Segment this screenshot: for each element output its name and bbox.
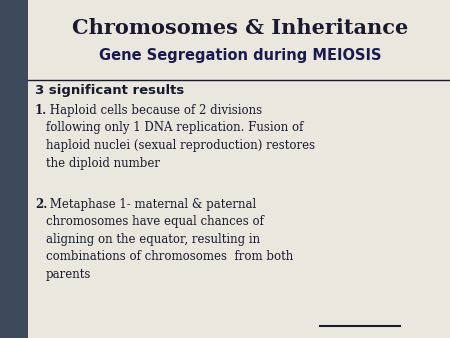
Text: Gene Segregation during MEIOSIS: Gene Segregation during MEIOSIS (99, 48, 381, 63)
Text: Metaphase 1- maternal & paternal
chromosomes have equal chances of
aligning on t: Metaphase 1- maternal & paternal chromos… (46, 198, 293, 281)
Text: Haploid cells because of 2 divisions
following only 1 DNA replication. Fusion of: Haploid cells because of 2 divisions fol… (46, 104, 315, 169)
Text: 2.: 2. (35, 198, 47, 211)
FancyBboxPatch shape (0, 0, 28, 338)
Text: 3 significant results: 3 significant results (35, 84, 184, 97)
Text: 1.: 1. (35, 104, 47, 117)
Text: Chromosomes & Inheritance: Chromosomes & Inheritance (72, 18, 408, 38)
